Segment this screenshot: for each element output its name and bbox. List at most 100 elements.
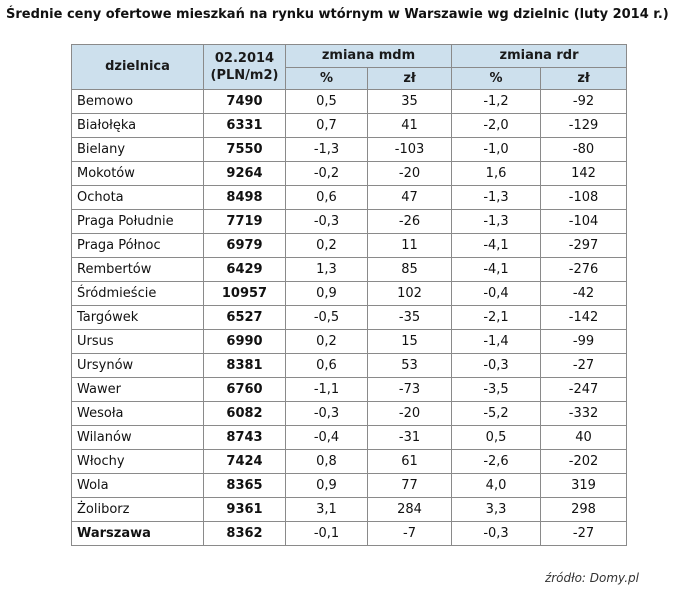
- district-name: Wawer: [71, 377, 204, 402]
- price-cell: 7424: [203, 449, 286, 474]
- rdr-zl-cell: 298: [540, 497, 628, 522]
- mdm-pct-cell: -1,3: [285, 137, 368, 162]
- price-cell: 8365: [203, 473, 286, 498]
- table-row: Targówek 6527 -0,5 -35 -2,1 -142: [71, 305, 628, 330]
- rdr-zl-cell: -27: [540, 353, 628, 378]
- mdm-zl-cell: 85: [366, 257, 453, 282]
- mdm-pct-cell: 0,8: [285, 449, 368, 474]
- table-row: Mokotów 9264 -0,2 -20 1,6 142: [71, 161, 628, 186]
- mdm-zl-cell: 35: [366, 89, 453, 114]
- mdm-zl-cell: 15: [366, 329, 453, 354]
- table-row: Bielany 7550 -1,3 -103 -1,0 -80: [71, 137, 628, 162]
- header-rdr-zl: zł: [540, 67, 628, 90]
- mdm-pct-cell: 3,1: [285, 497, 368, 522]
- price-cell: 9264: [203, 161, 286, 186]
- price-cell: 8743: [203, 425, 286, 450]
- district-name: Żoliborz: [71, 497, 204, 522]
- price-cell: 6979: [203, 233, 286, 258]
- total-mdm-pct: -0,1: [285, 521, 368, 546]
- rdr-zl-cell: -129: [540, 113, 628, 138]
- mdm-zl-cell: -20: [366, 161, 453, 186]
- price-cell: 7550: [203, 137, 286, 162]
- district-name: Śródmieście: [71, 281, 204, 306]
- mdm-pct-cell: -0,3: [285, 401, 368, 426]
- mdm-zl-cell: -103: [366, 137, 453, 162]
- district-name: Wesoła: [71, 401, 204, 426]
- price-cell: 7490: [203, 89, 286, 114]
- price-cell: 8381: [203, 353, 286, 378]
- mdm-pct-cell: 0,2: [285, 329, 368, 354]
- rdr-zl-cell: -80: [540, 137, 628, 162]
- price-cell: 6527: [203, 305, 286, 330]
- district-name: Wilanów: [71, 425, 204, 450]
- table-row: Wesoła 6082 -0,3 -20 -5,2 -332: [71, 401, 628, 426]
- rdr-zl-cell: 142: [540, 161, 628, 186]
- mdm-pct-cell: 0,6: [285, 353, 368, 378]
- table-row: Białołęka 6331 0,7 41 -2,0 -129: [71, 113, 628, 138]
- table-row: Ursynów 8381 0,6 53 -0,3 -27: [71, 353, 628, 378]
- rdr-pct-cell: -2,6: [451, 449, 542, 474]
- mdm-zl-cell: 284: [366, 497, 453, 522]
- rdr-pct-cell: -5,2: [451, 401, 542, 426]
- rdr-pct-cell: -0,4: [451, 281, 542, 306]
- mdm-pct-cell: -0,2: [285, 161, 368, 186]
- rdr-pct-cell: -3,5: [451, 377, 542, 402]
- mdm-zl-cell: 53: [366, 353, 453, 378]
- mdm-zl-cell: 77: [366, 473, 453, 498]
- price-cell: 6082: [203, 401, 286, 426]
- mdm-pct-cell: -0,3: [285, 209, 368, 234]
- table-row: Wola 8365 0,9 77 4,0 319: [71, 473, 628, 498]
- mdm-pct-cell: -0,4: [285, 425, 368, 450]
- district-name: Mokotów: [71, 161, 204, 186]
- rdr-pct-cell: -2,1: [451, 305, 542, 330]
- district-name: Wola: [71, 473, 204, 498]
- mdm-zl-cell: 47: [366, 185, 453, 210]
- rdr-pct-cell: -1,3: [451, 185, 542, 210]
- header-date-line1: 02.2014: [214, 51, 275, 66]
- mdm-zl-cell: 61: [366, 449, 453, 474]
- mdm-pct-cell: -0,5: [285, 305, 368, 330]
- total-mdm-zl: -7: [366, 521, 453, 546]
- price-cell: 9361: [203, 497, 286, 522]
- table-row: Wilanów 8743 -0,4 -31 0,5 40: [71, 425, 628, 450]
- price-cell: 10957: [203, 281, 286, 306]
- mdm-pct-cell: 0,9: [285, 473, 368, 498]
- header-mdm-zl: zł: [366, 67, 453, 90]
- table-row: Wawer 6760 -1,1 -73 -3,5 -247: [71, 377, 628, 402]
- district-name: Białołęka: [71, 113, 204, 138]
- rdr-zl-cell: -247: [540, 377, 628, 402]
- table-row: Ursus 6990 0,2 15 -1,4 -99: [71, 329, 628, 354]
- mdm-pct-cell: 0,7: [285, 113, 368, 138]
- mdm-pct-cell: 1,3: [285, 257, 368, 282]
- mdm-zl-cell: -20: [366, 401, 453, 426]
- district-name: Ochota: [71, 185, 204, 210]
- rdr-pct-cell: -1,3: [451, 209, 542, 234]
- mdm-zl-cell: -35: [366, 305, 453, 330]
- rdr-zl-cell: -108: [540, 185, 628, 210]
- rdr-pct-cell: -4,1: [451, 257, 542, 282]
- page-title: Średnie ceny ofertowe mieszkań na rynku …: [6, 7, 669, 22]
- header-district: dzielnica: [71, 44, 204, 90]
- price-cell: 7719: [203, 209, 286, 234]
- district-name: Bemowo: [71, 89, 204, 114]
- mdm-pct-cell: 0,2: [285, 233, 368, 258]
- rdr-zl-cell: -142: [540, 305, 628, 330]
- rdr-zl-cell: -276: [540, 257, 628, 282]
- district-name: Targówek: [71, 305, 204, 330]
- mdm-zl-cell: -31: [366, 425, 453, 450]
- table-row: Ochota 8498 0,6 47 -1,3 -108: [71, 185, 628, 210]
- rdr-zl-cell: -332: [540, 401, 628, 426]
- district-name: Ursus: [71, 329, 204, 354]
- rdr-pct-cell: -1,0: [451, 137, 542, 162]
- mdm-zl-cell: -73: [366, 377, 453, 402]
- price-cell: 6760: [203, 377, 286, 402]
- total-rdr-pct: -0,3: [451, 521, 542, 546]
- district-name: Ursynów: [71, 353, 204, 378]
- table-row: Włochy 7424 0,8 61 -2,6 -202: [71, 449, 628, 474]
- header-mdm: zmiana mdm: [284, 44, 453, 68]
- rdr-pct-cell: -1,2: [451, 89, 542, 114]
- rdr-pct-cell: -1,4: [451, 329, 542, 354]
- header-mdm-pct: %: [285, 67, 368, 90]
- rdr-zl-cell: 319: [540, 473, 628, 498]
- rdr-pct-cell: 1,6: [451, 161, 542, 186]
